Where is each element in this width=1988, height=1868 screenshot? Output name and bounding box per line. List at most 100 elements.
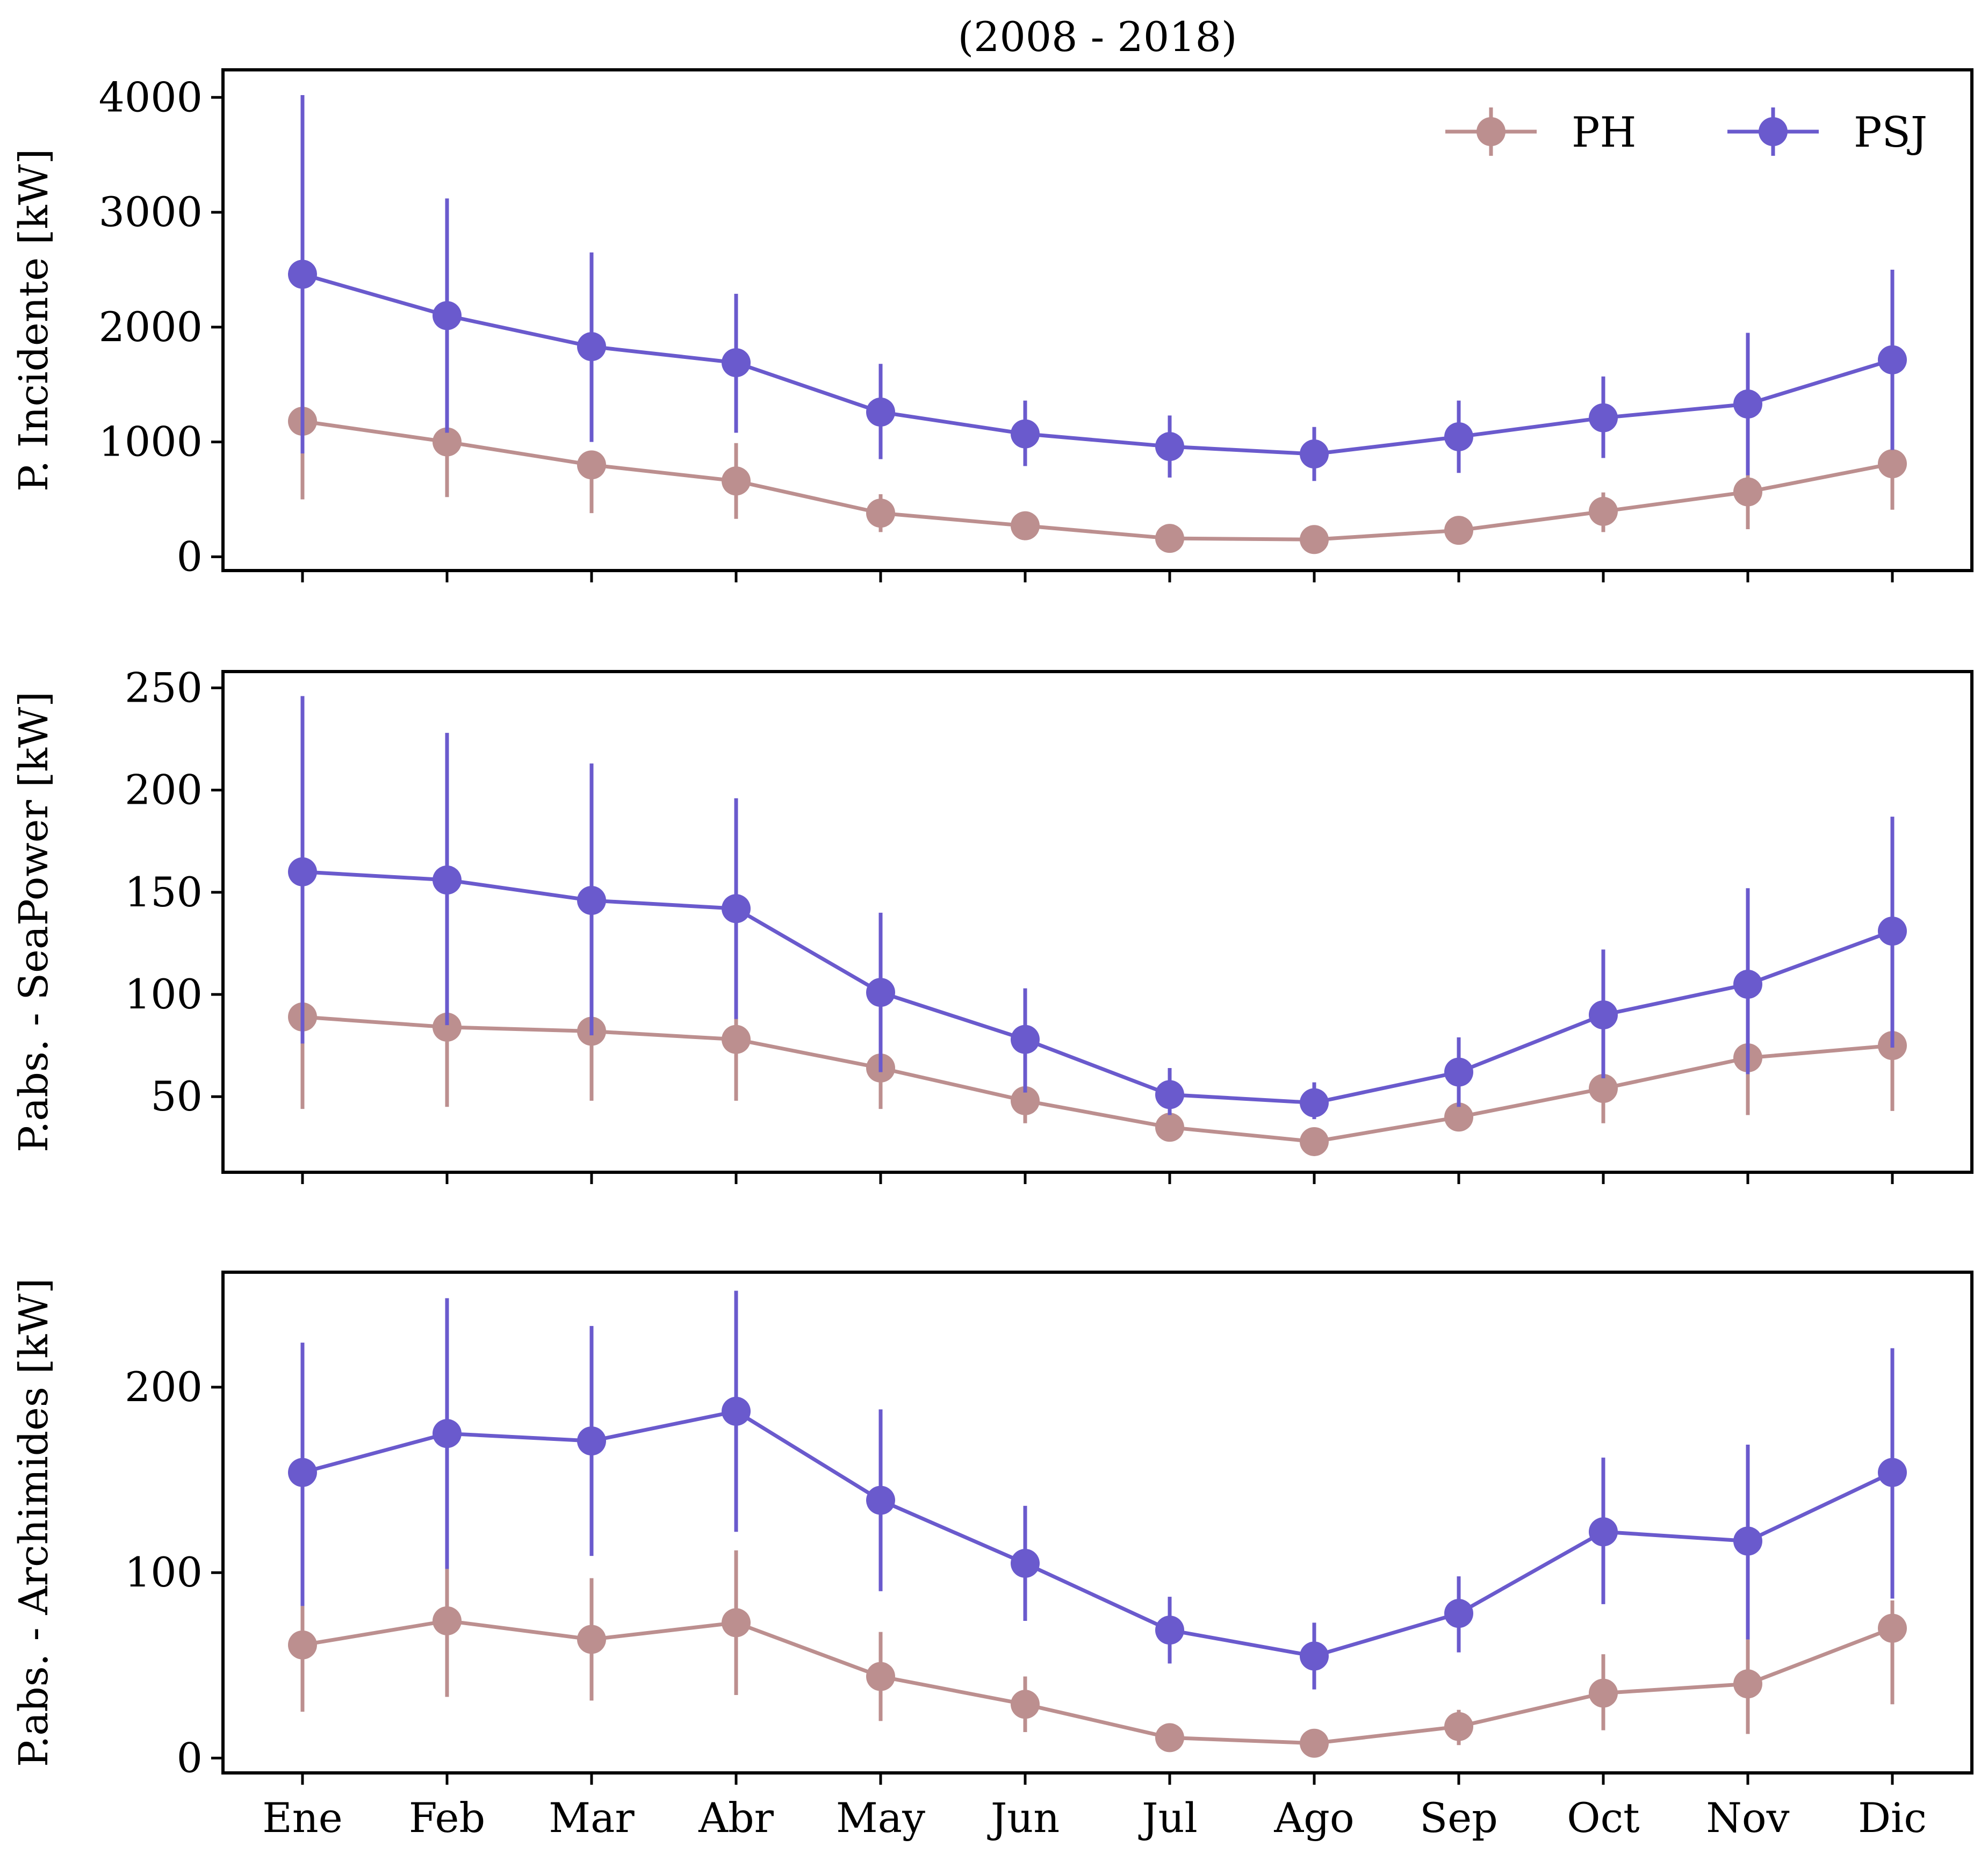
legend-marker (1759, 117, 1788, 146)
data-point (722, 348, 751, 378)
data-point (1300, 439, 1329, 469)
data-point (1155, 1113, 1184, 1142)
data-point (433, 866, 462, 895)
data-point (1011, 1690, 1040, 1719)
x-tick-label: May (836, 1794, 925, 1842)
data-point (577, 450, 606, 480)
y-tick-label: 2000 (99, 303, 203, 351)
data-point (1011, 1086, 1040, 1115)
series-line (302, 272, 1893, 456)
data-point (722, 1396, 751, 1426)
data-point (1300, 1641, 1329, 1671)
series-PSJ (288, 1290, 1907, 1690)
y-tick-label: 50 (150, 1072, 203, 1120)
plot-frame (221, 68, 1973, 572)
y-tick-label: 150 (125, 868, 203, 916)
data-point (288, 259, 317, 289)
y-tick-label: 250 (125, 663, 203, 711)
panel-3: 0 100 200 Ene Feb Mar Abr May Jun Jul Ago Sep Oct Nov… (11, 1271, 1973, 1842)
data-point (866, 398, 895, 427)
data-point (866, 499, 895, 528)
y-axis-label: P.abs. - Archimides [kW] (11, 1278, 57, 1767)
y-axis-label: P. Incidente [kW] (11, 149, 57, 492)
series-PSJ (288, 696, 1907, 1120)
legend-label: PH (1572, 109, 1637, 157)
data-point (722, 1608, 751, 1638)
data-point (1733, 1669, 1762, 1699)
data-point (722, 1025, 751, 1054)
x-tick-label: Feb (409, 1794, 485, 1842)
y-tick-label: 3000 (99, 188, 203, 236)
data-point (1300, 1127, 1329, 1156)
y-tick-label: 1000 (99, 418, 203, 466)
x-tick-label: Sep (1420, 1794, 1498, 1842)
plot-frame (221, 670, 1973, 1174)
data-point (1155, 1615, 1184, 1645)
data-point (433, 1606, 462, 1635)
x-tick-label: Abr (698, 1794, 774, 1842)
data-point (1011, 1025, 1040, 1054)
data-point (1155, 1723, 1184, 1752)
data-point (577, 1426, 606, 1456)
x-tick-label: Jul (1138, 1794, 1198, 1842)
series-PSJ (288, 95, 1907, 481)
chart-title: (2008 - 2018) (957, 13, 1237, 61)
x-tick-label: Ago (1273, 1794, 1354, 1842)
data-point (1589, 1000, 1618, 1030)
data-point (1589, 496, 1618, 526)
data-point (722, 894, 751, 924)
data-point (1444, 1599, 1473, 1628)
data-point (577, 332, 606, 362)
x-tick-label: Dic (1858, 1794, 1927, 1842)
y-axis-label: P.abs. - SeaPower [kW] (11, 691, 57, 1152)
series-line (302, 1619, 1893, 1746)
data-point (1878, 345, 1907, 374)
data-point (1444, 1712, 1473, 1741)
data-point (433, 1419, 462, 1448)
data-point (288, 857, 317, 886)
data-point (1300, 525, 1329, 554)
data-point (1155, 432, 1184, 461)
y-tick-label: 100 (125, 970, 203, 1018)
data-point (1733, 390, 1762, 419)
data-point (866, 1485, 895, 1515)
data-point (1733, 970, 1762, 999)
x-tick-label: Nov (1706, 1794, 1789, 1842)
data-point (433, 1012, 462, 1042)
data-point (722, 466, 751, 496)
data-point (1155, 524, 1184, 553)
series-PH (288, 1550, 1907, 1758)
data-point (1011, 511, 1040, 540)
data-point (1155, 1080, 1184, 1109)
data-point (1300, 1088, 1329, 1117)
data-point (1878, 1613, 1907, 1643)
legend-label: PSJ (1854, 109, 1927, 157)
data-point (1878, 449, 1907, 479)
series-line (302, 1409, 1893, 1658)
data-point (1589, 1517, 1618, 1547)
x-tick-label: Mar (549, 1794, 635, 1842)
data-point (1444, 1057, 1473, 1087)
data-point (1878, 1458, 1907, 1487)
data-point (1444, 516, 1473, 545)
plot-frame (221, 1271, 1973, 1775)
y-tick-label: 200 (125, 766, 203, 814)
panel-2: 50 100 150 200 250 P.abs. - SeaPower [kW] (11, 663, 1973, 1184)
legend: PH PSJ (1445, 107, 1927, 157)
data-point (433, 427, 462, 457)
data-point (866, 1662, 895, 1691)
data-point (1444, 422, 1473, 451)
x-tick-label: Ene (262, 1794, 342, 1842)
data-point (1011, 1548, 1040, 1578)
data-point (1300, 1728, 1329, 1758)
data-point (866, 978, 895, 1007)
data-point (1733, 477, 1762, 507)
data-point (577, 1625, 606, 1654)
data-point (577, 886, 606, 915)
x-tick-label: Oct (1567, 1794, 1639, 1842)
data-point (433, 301, 462, 330)
data-point (1011, 419, 1040, 449)
series-line (302, 1015, 1893, 1144)
